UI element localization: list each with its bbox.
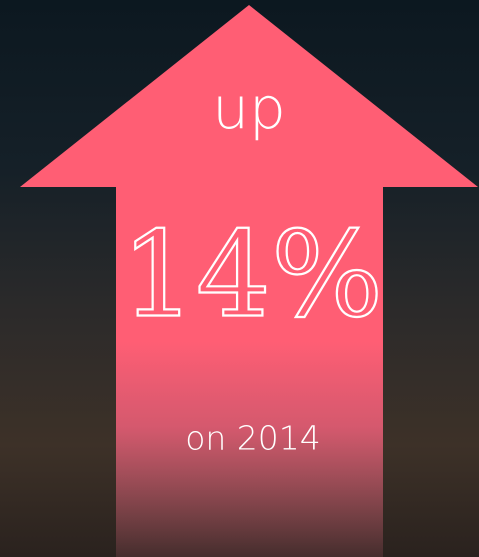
- infographic: up 14% on 2014: [0, 0, 479, 557]
- arrow-label: up: [212, 74, 286, 142]
- page: up 14% on 2014 (() => { const data = JSO…: [0, 0, 479, 557]
- caption: on 2014: [185, 419, 321, 458]
- headline: 14%: [121, 206, 383, 344]
